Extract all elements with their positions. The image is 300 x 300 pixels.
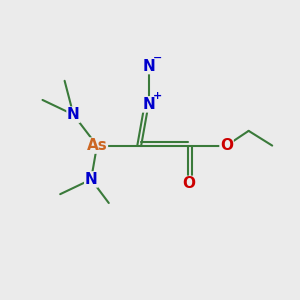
Text: O: O: [182, 176, 195, 191]
Text: N: N: [142, 58, 155, 74]
Text: As: As: [87, 138, 107, 153]
Text: +: +: [153, 91, 163, 101]
Text: N: N: [67, 107, 80, 122]
Text: N: N: [85, 172, 98, 187]
Text: N: N: [142, 97, 155, 112]
Text: O: O: [220, 138, 233, 153]
Text: −: −: [153, 53, 163, 63]
